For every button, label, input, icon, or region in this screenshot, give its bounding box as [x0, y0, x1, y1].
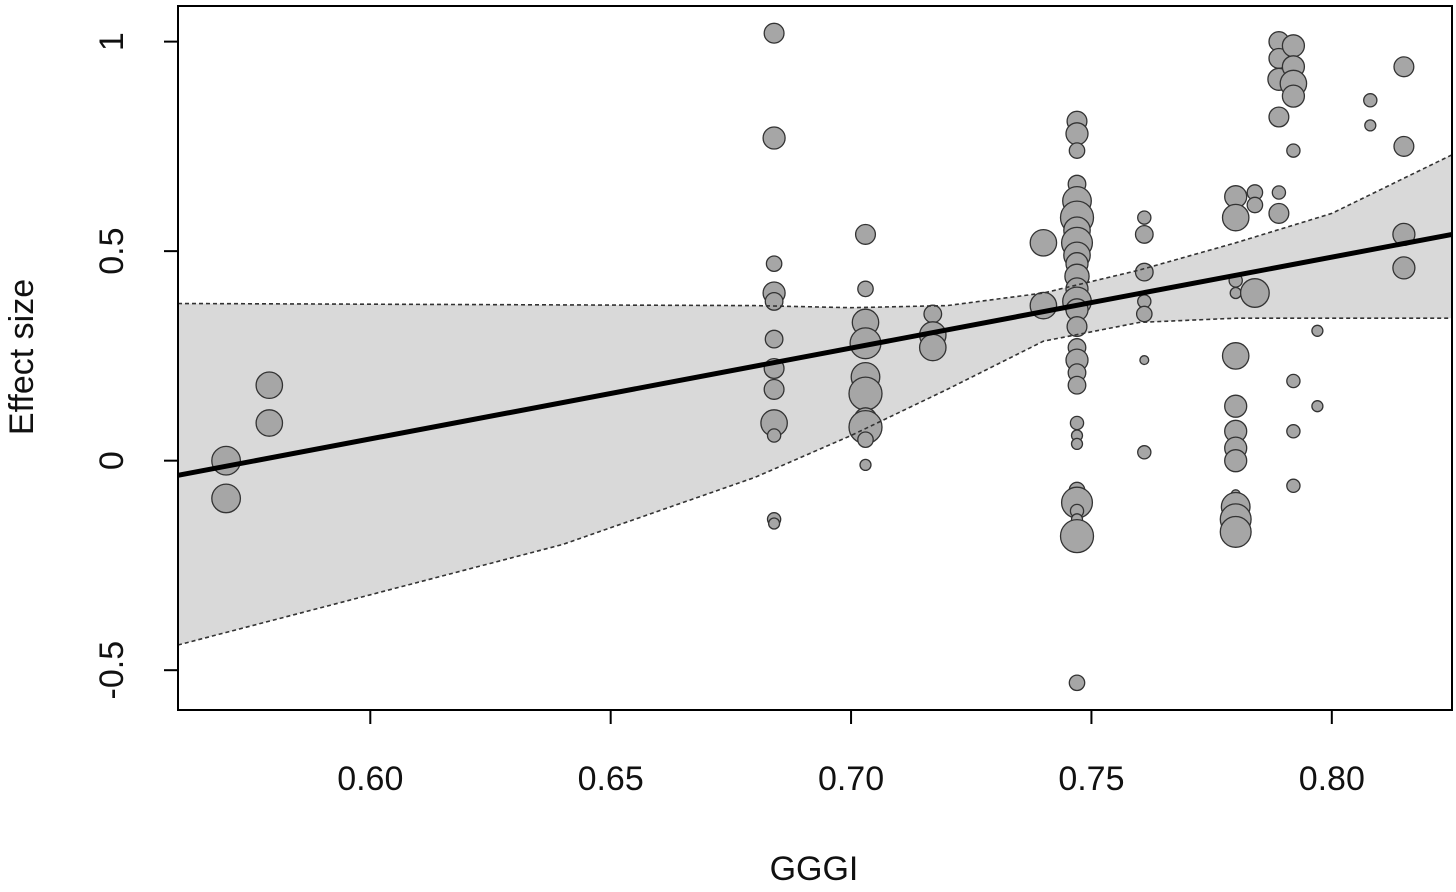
data-point — [1364, 119, 1377, 132]
data-point — [1070, 437, 1084, 451]
data-point — [255, 409, 284, 437]
data-point — [211, 445, 242, 476]
data-point — [1219, 515, 1252, 548]
data-point — [1224, 449, 1248, 473]
data-points-layer — [211, 22, 1416, 692]
x-tick-label: 0.80 — [1299, 760, 1365, 798]
plot-frame — [177, 5, 1453, 711]
data-point — [1271, 185, 1287, 200]
y-tick-label: 0 — [93, 451, 131, 470]
data-point — [1134, 224, 1154, 244]
data-point — [764, 329, 784, 349]
data-point — [1246, 196, 1264, 214]
data-point — [763, 378, 785, 400]
confidence-band — [178, 154, 1452, 646]
data-point — [857, 431, 874, 449]
data-point — [1286, 143, 1301, 158]
data-point — [1268, 202, 1290, 224]
data-point — [1393, 56, 1415, 78]
data-point — [1392, 256, 1416, 280]
data-point — [923, 304, 943, 324]
y-tick-label: -0.5 — [93, 641, 131, 700]
data-point — [255, 371, 284, 400]
data-point — [1067, 375, 1087, 395]
y-tick-label: 0.5 — [93, 228, 131, 275]
data-point — [1029, 228, 1058, 257]
data-point — [763, 22, 785, 44]
data-point — [1069, 415, 1085, 431]
data-point — [1229, 286, 1242, 300]
data-point — [854, 223, 877, 245]
data-point — [767, 517, 781, 530]
data-point — [1068, 674, 1086, 692]
axes-layer: 0.60 0.65 0.70 0.75 0.80 -0.5 0 0.5 1 — [93, 5, 1453, 798]
data-point — [766, 428, 782, 443]
data-point — [1065, 122, 1089, 146]
x-tick-label: 0.65 — [578, 760, 644, 798]
data-point — [1311, 324, 1324, 337]
data-point — [1059, 518, 1095, 554]
y-tick-label: 1 — [93, 32, 131, 51]
data-point — [918, 333, 947, 362]
data-point — [211, 483, 242, 514]
data-point — [1286, 478, 1301, 494]
data-point — [1286, 373, 1301, 389]
confidence-band-layer — [178, 154, 1452, 646]
data-point — [1137, 210, 1152, 225]
ci-lower-line — [177, 317, 1452, 646]
data-point — [1311, 400, 1324, 413]
data-point — [762, 126, 786, 150]
data-point — [1393, 135, 1415, 157]
data-point — [1135, 305, 1153, 323]
y-axis-title: Effect size — [3, 279, 41, 435]
data-point — [1221, 342, 1250, 370]
data-point — [857, 280, 874, 298]
data-point — [1139, 355, 1150, 366]
data-point — [764, 291, 784, 311]
regression-line — [177, 231, 1453, 478]
data-point — [1068, 142, 1086, 159]
data-point — [1363, 93, 1378, 108]
data-point — [1286, 424, 1301, 439]
data-point — [765, 255, 783, 273]
data-point — [1239, 278, 1270, 308]
x-tick-label: 0.70 — [818, 760, 884, 798]
data-point — [1066, 316, 1088, 338]
data-point — [1134, 262, 1154, 282]
data-point — [1224, 394, 1248, 418]
data-point — [1221, 203, 1250, 232]
x-axis-title: GGGI — [770, 850, 859, 887]
data-point — [1281, 34, 1306, 58]
data-point — [859, 458, 872, 472]
data-point — [1281, 84, 1306, 108]
data-point — [1137, 445, 1152, 460]
regression-lines-layer — [177, 154, 1453, 646]
x-tick-label: 0.60 — [337, 760, 403, 798]
data-point — [1268, 106, 1290, 128]
x-tick-label: 0.75 — [1058, 760, 1124, 798]
data-point — [848, 376, 883, 411]
